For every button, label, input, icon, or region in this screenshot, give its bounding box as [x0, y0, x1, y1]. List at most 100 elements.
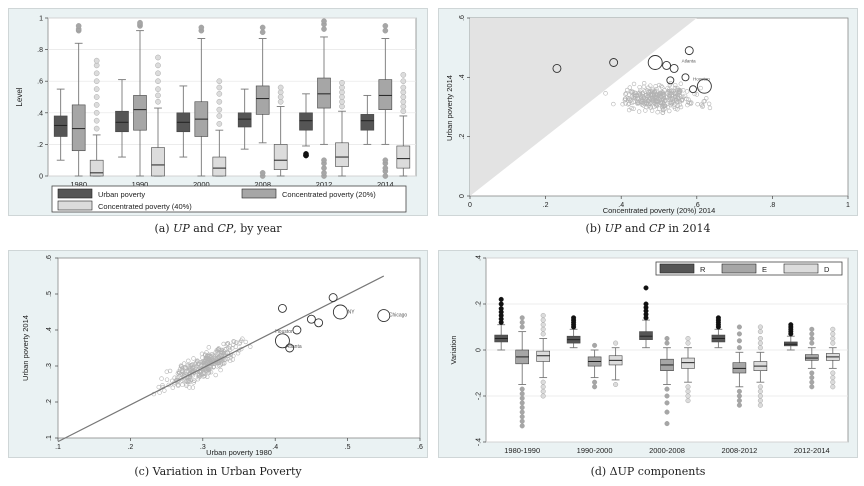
data-point — [661, 101, 667, 106]
data-point — [678, 104, 684, 110]
point-label-atlanta: Atlanta — [286, 344, 302, 350]
data-point — [248, 344, 253, 349]
x-tick-label: .2 — [543, 202, 549, 209]
data-point — [209, 356, 214, 362]
highlighted-point — [696, 78, 712, 94]
data-point — [182, 366, 188, 371]
y-tick-label: .3 — [46, 363, 53, 369]
y-tick-label: .2 — [476, 301, 483, 307]
data-point — [635, 100, 640, 106]
data-point — [620, 101, 625, 107]
outlier-point — [277, 94, 284, 100]
box-iqr — [255, 85, 270, 115]
data-point — [167, 368, 173, 374]
outlier-point — [498, 306, 504, 312]
outlier-point — [643, 285, 649, 291]
outlier-point — [519, 319, 525, 325]
box-concentrated-poverty-20--2008 — [255, 24, 270, 179]
box-e-2000-2008 — [660, 335, 674, 427]
data-point — [156, 384, 161, 390]
outlier-point — [757, 388, 763, 394]
outlier-point — [321, 18, 327, 24]
data-point — [223, 356, 228, 362]
data-point — [208, 369, 214, 375]
chart-d-boxplot: -.4 -.2 0 .2 .4 1980-1990 1990-2000 2000-2008 20… — [438, 250, 858, 458]
outlier-point — [757, 340, 763, 346]
data-point — [651, 96, 656, 102]
y-tick-label: .4 — [459, 74, 466, 80]
outlier-point — [382, 27, 389, 34]
box-e-2008-2012 — [732, 324, 747, 408]
data-point — [187, 385, 192, 390]
box-r-1990-2000 — [566, 315, 581, 349]
outlier-point — [540, 322, 546, 328]
box-urban-poverty-2014 — [360, 94, 375, 145]
ylabel-b: Urban poverty 2014 — [445, 75, 454, 141]
highlighted-point — [277, 303, 287, 313]
box-concentrated-poverty-20--2014 — [378, 23, 393, 179]
outlier-point — [339, 98, 345, 105]
outlier-point — [613, 340, 619, 346]
outlier-point — [519, 315, 525, 321]
outlier-point — [757, 402, 763, 408]
box-concentrated-poverty-40--2012 — [335, 79, 349, 177]
data-point — [665, 91, 670, 96]
data-point — [642, 89, 648, 94]
box-concentrated-poverty-40--2014 — [396, 72, 411, 177]
outlier-point — [259, 170, 266, 176]
outlier-point — [155, 86, 161, 92]
box-e-2012-2014 — [804, 326, 819, 390]
outlier-point — [400, 84, 407, 91]
data-point — [677, 99, 682, 104]
box-r-2012-2014 — [783, 322, 798, 351]
data-point — [240, 336, 245, 341]
legend-a-cp20: Concentrated poverty (20%) — [282, 190, 376, 199]
data-point — [653, 97, 659, 103]
outlier-point — [757, 345, 763, 351]
point-label-houston: Houston — [275, 329, 294, 335]
outlier-point — [664, 386, 670, 392]
data-point — [667, 108, 672, 114]
box-iqr — [299, 112, 313, 131]
box-iqr — [115, 110, 129, 133]
y-tick-label: .6 — [37, 79, 43, 86]
data-point — [675, 94, 681, 99]
outlier-point — [400, 94, 407, 100]
outlier-point — [303, 152, 309, 159]
highlighted-point — [609, 58, 619, 67]
outlier-point — [830, 331, 836, 337]
outlier-point — [685, 384, 691, 390]
data-point — [643, 108, 648, 113]
data-point — [160, 383, 165, 388]
data-point — [654, 87, 659, 92]
data-point — [638, 88, 643, 93]
data-point — [623, 101, 628, 106]
outlier-point — [685, 335, 691, 341]
outlier-point — [93, 70, 100, 77]
outlier-point — [715, 315, 721, 321]
legend-d-swatch-e — [721, 263, 757, 274]
box-concentrated-poverty-20--1980 — [71, 23, 86, 177]
outlier-point — [382, 173, 389, 179]
data-point — [623, 91, 629, 96]
y-tick-label: .4 — [37, 110, 43, 117]
outlier-point — [155, 54, 161, 61]
outlier-point — [757, 329, 763, 335]
data-point — [637, 90, 643, 95]
data-point — [224, 342, 230, 347]
data-point — [243, 339, 248, 345]
highlighted-point — [306, 314, 316, 324]
outlier-point — [519, 423, 525, 429]
x-tick-label: 1980-1990 — [504, 446, 540, 455]
x-tick-label: 2012-2014 — [794, 446, 830, 455]
x-tick-label: .5 — [345, 444, 351, 451]
data-point — [678, 81, 684, 86]
outlier-point — [664, 409, 670, 415]
outlier-point — [736, 398, 742, 404]
outlier-point — [736, 345, 742, 351]
data-point — [197, 374, 203, 379]
data-point — [192, 378, 197, 383]
data-point — [611, 101, 616, 107]
data-point — [205, 360, 210, 366]
outlier-point — [736, 331, 742, 337]
